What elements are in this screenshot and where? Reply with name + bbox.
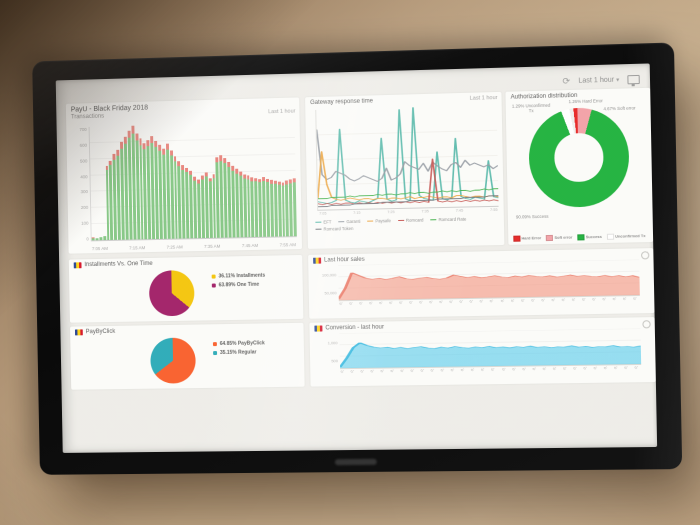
chevron-down-icon: ▾	[616, 76, 620, 84]
x-tick-label: 7:15	[353, 210, 361, 215]
y-tick-label: 200	[80, 205, 89, 211]
x-tick-label: 7:05	[319, 211, 327, 216]
tile-title: Conversion - last hour	[325, 324, 384, 332]
legend-item: Hard Error	[513, 235, 541, 242]
romania-flag-icon	[74, 329, 83, 336]
donut-legend: Hard Error Soft error Success Unconfirmed T…	[513, 232, 651, 242]
tile-subtitle: Transactions	[70, 113, 105, 121]
y-tick-label: 50,000	[324, 289, 337, 295]
romania-flag-icon	[313, 257, 322, 264]
tv-brand-logo	[334, 458, 377, 466]
y-tick-label: 600	[79, 142, 88, 148]
legend-item: Garanti	[338, 219, 360, 224]
y-tick-label: 400	[80, 173, 88, 179]
tile-title: Installments Vs. One Time	[84, 260, 153, 269]
tile-gateway-response[interactable]: Gateway response time Last 1 hour 7:05 7:…	[305, 91, 505, 249]
legend-item: Soft error	[546, 234, 573, 242]
area-plot	[338, 259, 640, 302]
x-tick-label: 7:45	[455, 208, 464, 213]
tile-options-icon[interactable]	[642, 320, 651, 329]
area-plot	[339, 328, 642, 370]
legend-item: Unconfirmed Tx	[606, 233, 646, 240]
bar-series	[88, 121, 297, 242]
tile-title: PayByClick	[85, 328, 116, 336]
x-tick-label: 7:25 AM	[166, 244, 183, 250]
x-tick-label: 7:05 AM	[91, 245, 108, 252]
tile-time-range: Last 1 hour	[268, 108, 296, 116]
y-tick-label: 100,000	[321, 271, 337, 278]
tv-screen: ⟳ Last 1 hour ▾ PayU - Black Friday 2018 …	[55, 63, 658, 453]
x-tick-label: 7:25	[387, 210, 395, 215]
pie-chart	[150, 337, 197, 384]
x-tick-label: 7:35 AM	[204, 243, 221, 249]
romania-flag-icon	[73, 262, 82, 269]
time-range-dropdown[interactable]: Last 1 hour ▾	[578, 76, 619, 84]
area-y-axis-labels: 100,000 50,000	[312, 265, 339, 301]
line-plot	[315, 105, 499, 211]
donut-callout-success: 90.09% Success	[515, 213, 549, 220]
tile-time-range: Last 1 hour	[469, 95, 498, 102]
x-tick-label: 7:55 AM	[279, 242, 297, 248]
bar-y-axis-labels: 700 600 500 400 300 200 100 0	[71, 127, 91, 242]
display-mode-icon[interactable]	[627, 74, 640, 84]
legend-item: Success	[577, 233, 602, 241]
tile-title: Gateway response time	[310, 98, 373, 107]
donut-callout-unconfirmed: 1.29% Unconfirmed Tx	[511, 102, 551, 114]
pie-chart	[148, 270, 195, 317]
time-range-value: Last 1 hour	[578, 76, 615, 85]
y-tick-label: 500	[79, 158, 88, 164]
x-tick-label: 7:55	[490, 207, 498, 213]
x-tick-label: 7:15 AM	[129, 245, 146, 251]
tile-last-hour-sales[interactable]: Last hour sales 100,000 50,000 07:00 07:02…	[308, 248, 655, 319]
romania-flag-icon	[314, 325, 323, 332]
tile-title: Last hour sales	[324, 256, 365, 264]
area-y-axis-labels: 1,000 500	[314, 333, 341, 369]
y-tick-label: 300	[80, 189, 88, 195]
y-tick-label: 100	[81, 220, 89, 226]
legend-item: 63.89% One Time	[211, 280, 266, 289]
tile-paybyclick[interactable]: PayByClick 64.85% PayByClick 35.15% Regul…	[70, 322, 305, 390]
refresh-icon[interactable]: ⟳	[562, 75, 571, 86]
tile-conversion-last-hour[interactable]: Conversion - last hour 1,000 500 07:00 07:…	[309, 317, 656, 387]
legend-item: Romcard Token	[315, 226, 353, 232]
legend-item: Romcard Rate	[430, 217, 466, 223]
x-tick-label: 7:35	[421, 209, 429, 214]
x-tick-label: 7:45 AM	[241, 242, 259, 249]
donut-chart	[528, 106, 630, 209]
dashboard: ⟳ Last 1 hour ▾ PayU - Black Friday 2018 …	[64, 72, 656, 445]
legend-item: 35.15% Regular	[213, 348, 265, 357]
legend-item: Romcard	[397, 217, 423, 223]
tile-options-icon[interactable]	[641, 251, 650, 260]
donut-hole	[554, 133, 604, 182]
donut-callout-hard-error: 1.26% Hard Error	[568, 98, 603, 105]
line-legend: EFT Garanti Paysafe Romcard Romcard Rate Romc…	[315, 216, 500, 232]
y-tick-label: 500	[331, 357, 338, 363]
tv-display: ⟳ Last 1 hour ▾ PayU - Black Friday 2018 …	[32, 42, 683, 475]
legend-item: EFT	[315, 219, 331, 225]
pie-legend: 64.85% PayByClick 35.15% Regular	[212, 339, 265, 357]
tile-authorization-distribution[interactable]: Authorization distribution 1.29% Unconfi…	[505, 87, 654, 245]
legend-item: Paysafe	[367, 218, 391, 224]
area-x-axis-labels: 07:00 07:02 07:04 07:06 07:08 07:10 07:12 07:14…	[338, 366, 642, 384]
y-tick-label: 1,000	[327, 339, 338, 345]
y-tick-label: 700	[79, 126, 87, 133]
y-tick-label: 0	[86, 236, 89, 242]
donut-callout-soft-error: 4.67% Soft error	[603, 105, 636, 112]
dashboard-toolbar: ⟳ Last 1 hour ▾	[562, 72, 640, 88]
tile-transactions[interactable]: PayU - Black Friday 2018 Transactions La…	[65, 97, 303, 254]
pie-legend: 36.11% Installments 63.89% One Time	[211, 272, 266, 290]
tile-installments-vs-onetime[interactable]: Installments Vs. One Time 36.11% Install…	[68, 254, 304, 323]
bar-x-axis-labels: 7:05 AM 7:15 AM 7:25 AM 7:35 AM 7:45 AM 7:55 …	[92, 242, 296, 251]
